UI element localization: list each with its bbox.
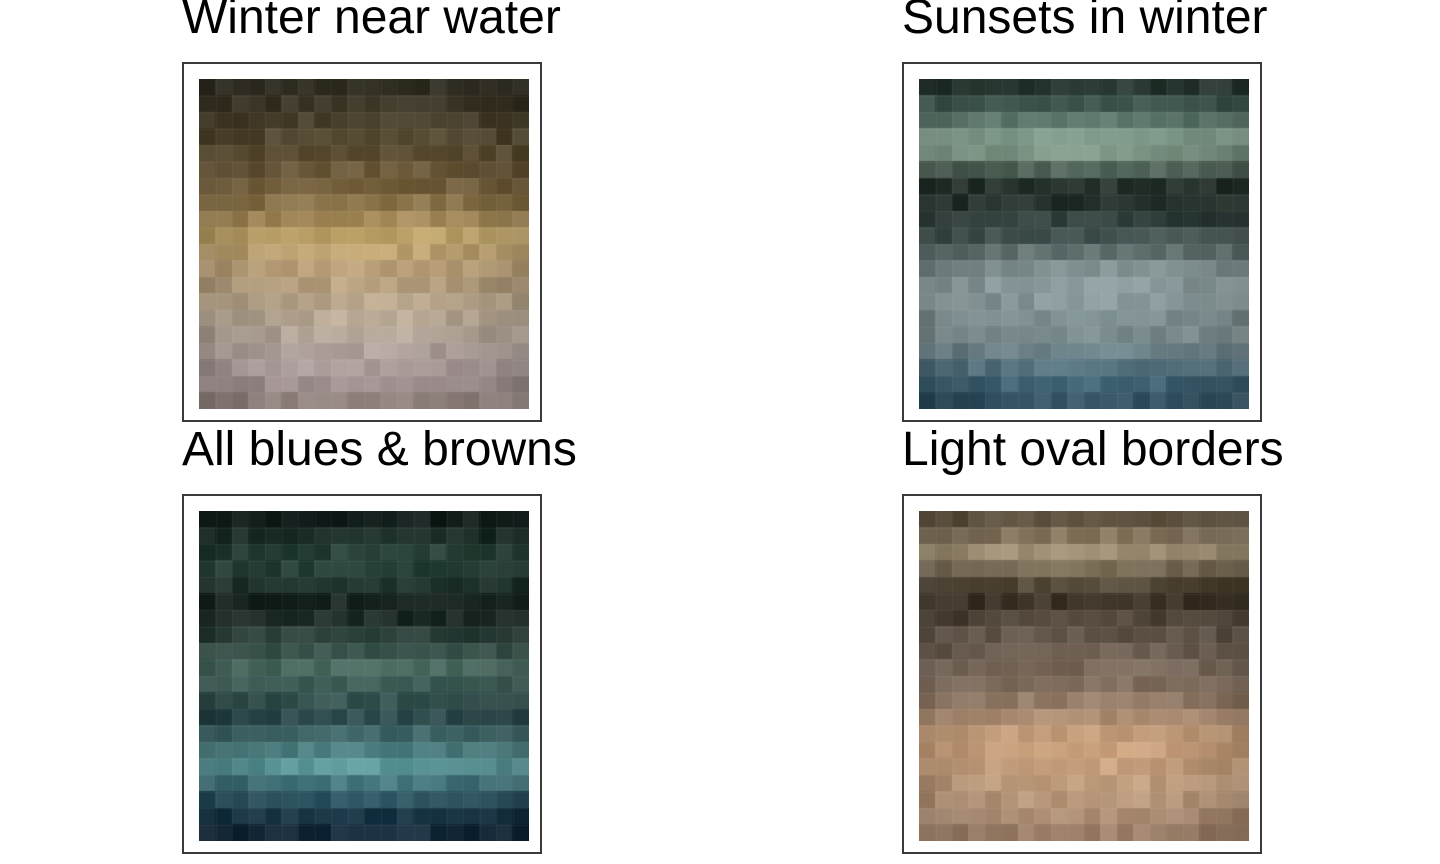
panel-all-blues-browns: All blues & browns (182, 423, 662, 864)
image-frame (182, 494, 542, 854)
panel-title: Winter near water (182, 0, 561, 44)
pixel-mosaic-image (919, 511, 1249, 841)
panel-title: Light oval borders (902, 423, 1284, 476)
panel-sunsets-in-winter: Sunsets in winter (902, 0, 1382, 432)
image-frame (902, 494, 1262, 854)
pixel-mosaic-image (199, 79, 529, 409)
panel-title: Sunsets in winter (902, 0, 1268, 44)
panel-winter-near-water: Winter near water (182, 0, 662, 432)
image-frame (182, 62, 542, 422)
panel-light-oval-borders: Light oval borders (902, 423, 1382, 864)
pixel-mosaic-image (919, 79, 1249, 409)
panel-title: All blues & browns (182, 423, 577, 476)
image-frame (902, 62, 1262, 422)
pixel-mosaic-image (199, 511, 529, 841)
